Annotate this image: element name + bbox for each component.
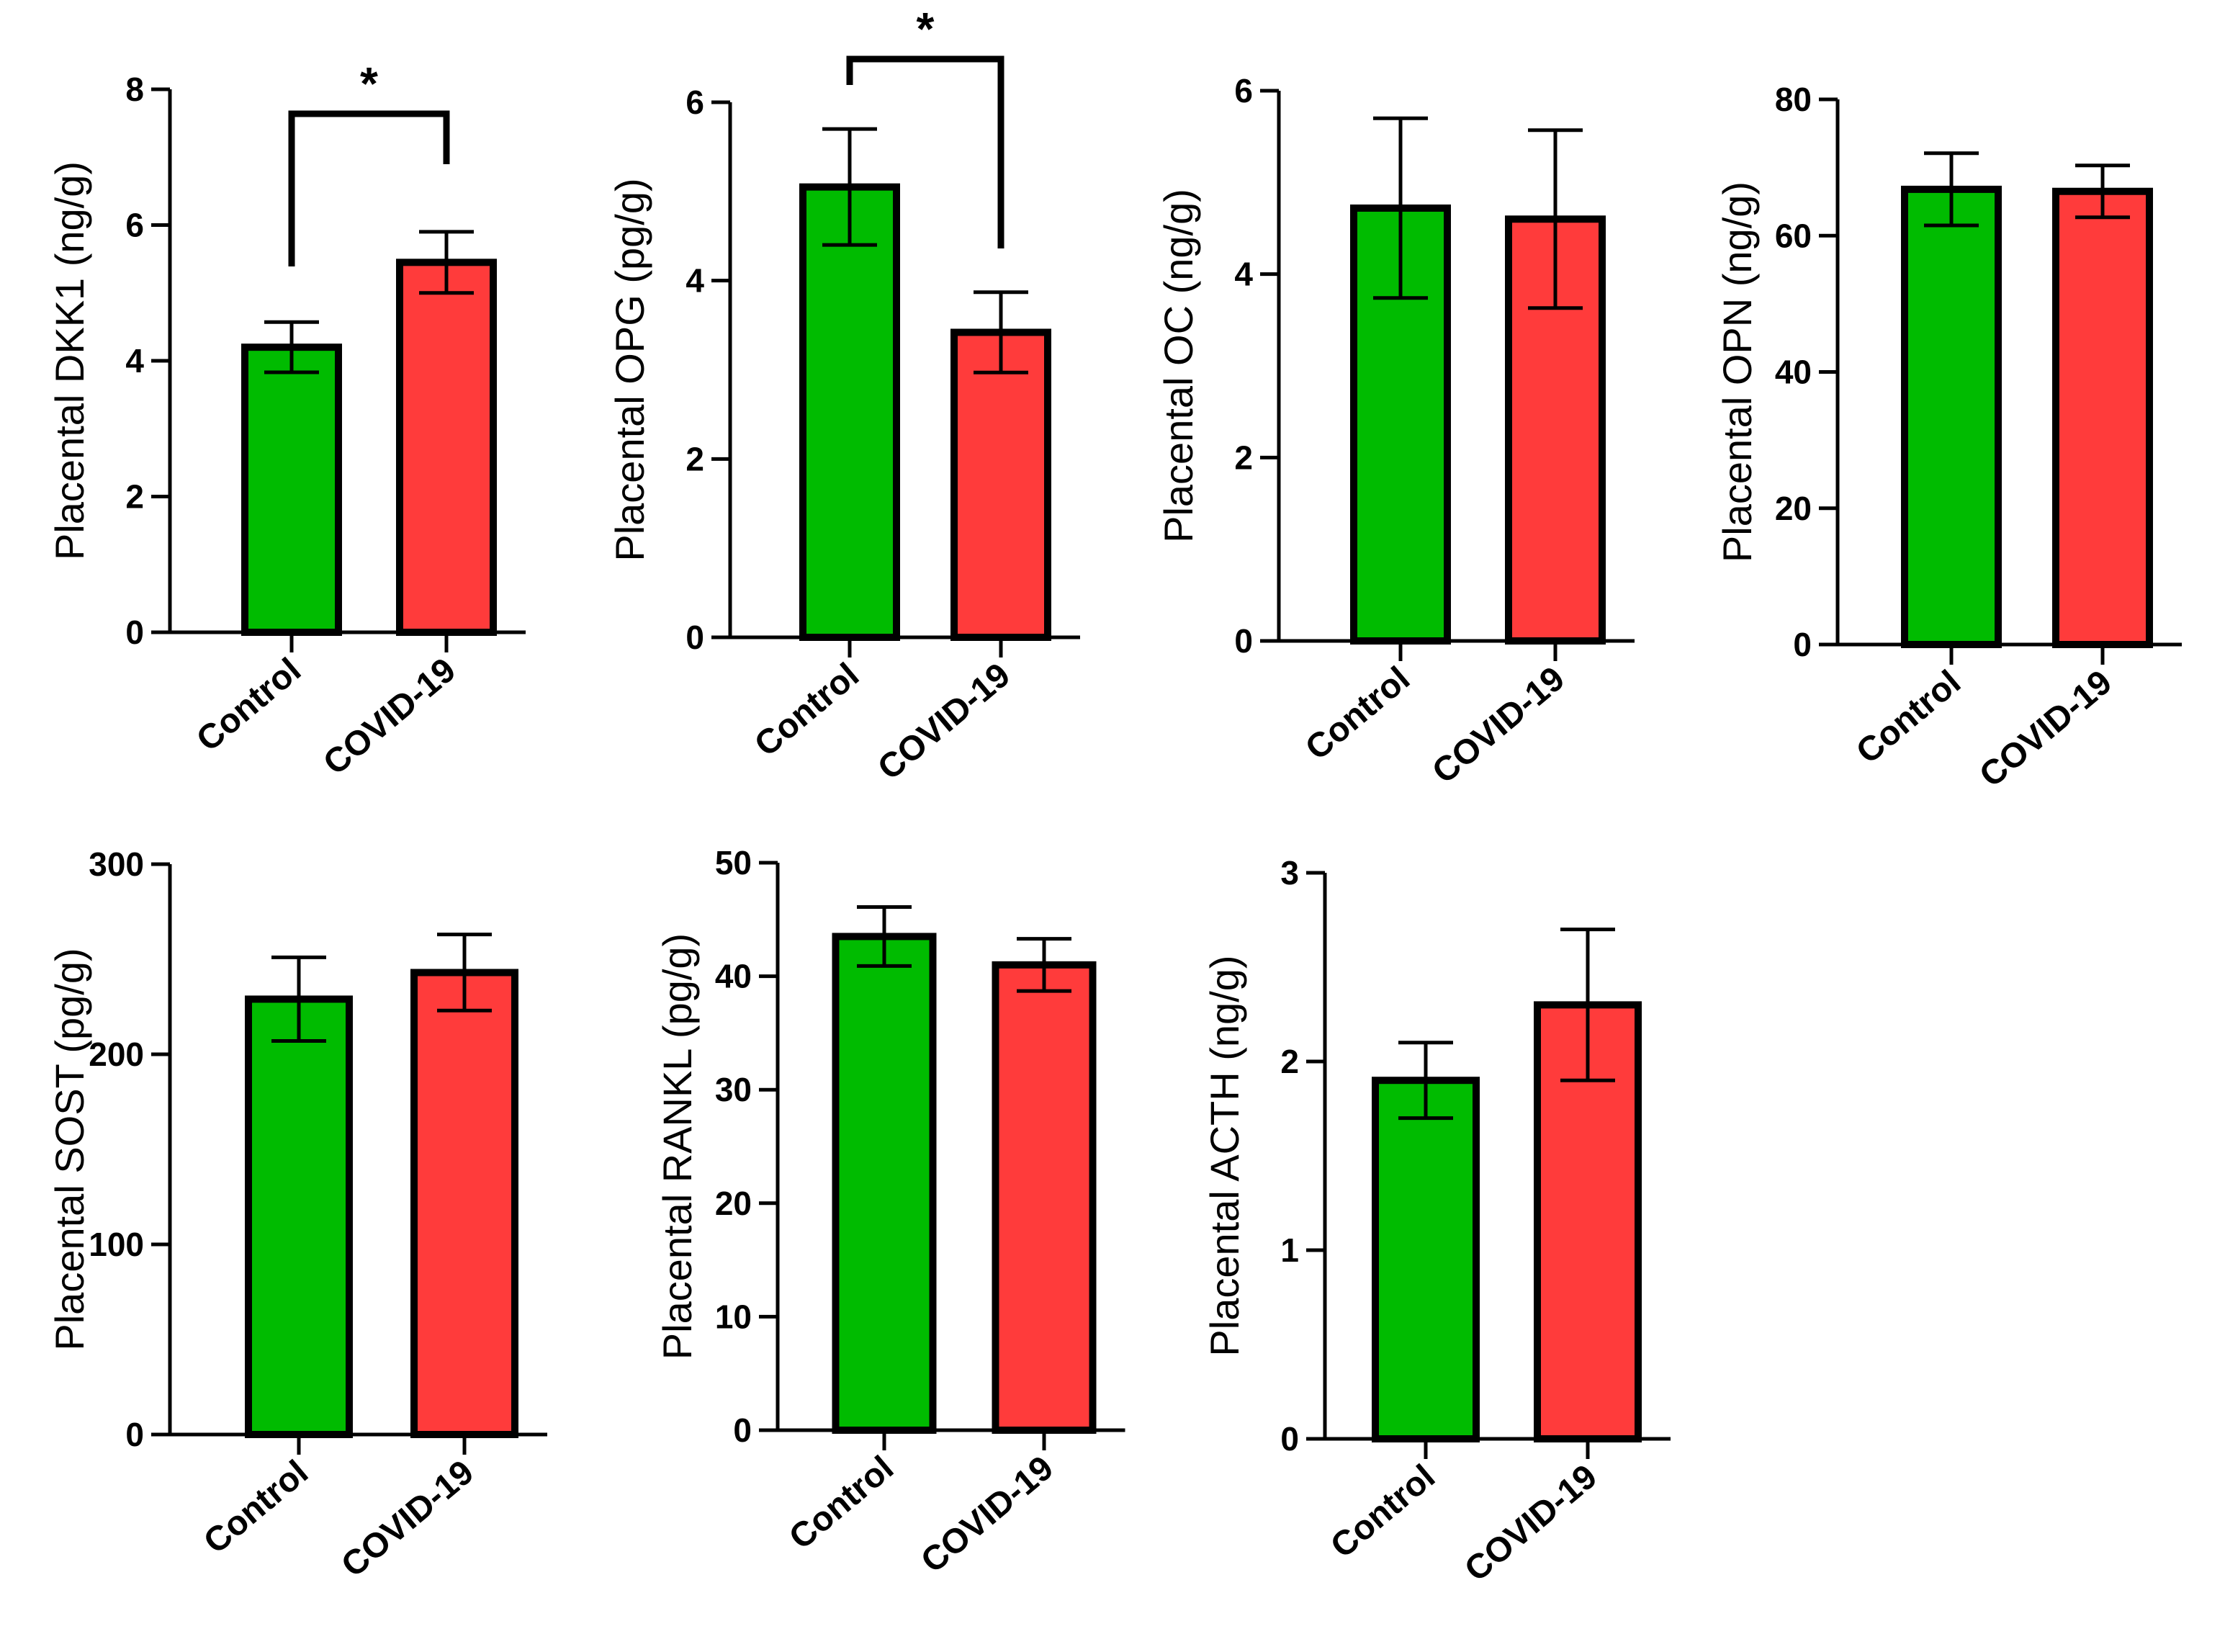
acth-category-label-control: Control — [1323, 1458, 1442, 1566]
opn-y-tick-label: 0 — [1793, 626, 1812, 663]
opn-error-bar-control — [1924, 151, 1979, 228]
dkk1-bar-control — [241, 344, 342, 636]
rankl-error-bar-control — [857, 904, 912, 968]
acth-y-tick-label: 2 — [1280, 1043, 1299, 1080]
opg-bar-control — [799, 183, 900, 641]
rankl-bar-control — [832, 933, 937, 1434]
rankl-category-label-covid19: COVID-19 — [914, 1449, 1061, 1581]
opg-bar-covid19 — [950, 328, 1051, 641]
opg-significance-bracket: * — [846, 3, 1004, 248]
opg-significance-label: * — [917, 3, 935, 55]
acth-y-tick-label: 1 — [1280, 1231, 1299, 1269]
opn-bar-control — [1901, 185, 2002, 648]
opn-y-tick-label: 60 — [1775, 217, 1812, 254]
rankl-y-tick-label: 0 — [733, 1411, 752, 1449]
sost-y-tick-label: 300 — [89, 845, 144, 883]
sost-y-tick-label: 200 — [89, 1036, 144, 1073]
oc-y-tick-label: 4 — [1234, 256, 1253, 293]
rankl-y-tick-label: 30 — [715, 1071, 752, 1108]
rankl-y-tick-label: 10 — [715, 1298, 752, 1335]
rankl-y-axis-title: Placental RANKL (pg/g) — [655, 933, 700, 1360]
sost-y-tick-label: 0 — [125, 1416, 144, 1453]
dkk1-bar-covid19 — [396, 259, 497, 636]
oc-error-bar-covid19 — [1528, 128, 1583, 310]
rankl-category-label-control: Control — [782, 1449, 901, 1557]
opn-y-tick-label: 80 — [1775, 81, 1812, 118]
opg-y-tick-label: 4 — [686, 262, 704, 300]
rankl-bar-covid19 — [992, 961, 1097, 1434]
sost-bar-covid19 — [410, 969, 518, 1438]
opg-error-bar-covid19 — [974, 290, 1028, 374]
opg-category-label-control: Control — [747, 656, 866, 764]
acth-error-bar-control — [1398, 1041, 1453, 1121]
sost-bar-control — [245, 995, 353, 1438]
acth-bar-control — [1372, 1077, 1480, 1442]
dkk1-y-axis-title: Placental DKK1 (ng/g) — [47, 161, 92, 560]
dkk1-category-label-control: Control — [189, 651, 308, 759]
opn-category-label-covid19: COVID-19 — [1972, 663, 2119, 795]
oc-y-axis-title: Placental OC (ng/g) — [1156, 189, 1201, 543]
acth-error-bar-covid19 — [1560, 928, 1615, 1082]
chart-oc: 0 2 4 6 Placental OC (ng/g) Control COVID-19 — [1156, 72, 1635, 791]
dkk1-error-bar-control — [264, 320, 319, 374]
chart-rankl: 0 10 20 30 40 50 Placental RANKL (pg/g) Control… — [655, 844, 1125, 1581]
opg-error-bar-control — [822, 127, 877, 247]
opg-y-tick-label: 6 — [686, 84, 704, 121]
dkk1-y-tick-label: 4 — [125, 342, 144, 380]
opn-bar-covid19 — [2052, 187, 2153, 648]
sost-y-tick-label: 100 — [89, 1226, 144, 1263]
opn-category-label-control: Control — [1849, 663, 1968, 771]
opg-category-label-covid19: COVID-19 — [871, 656, 1017, 788]
opn-y-tick-label: 40 — [1775, 354, 1812, 391]
dkk1-y-tick-label: 2 — [125, 478, 144, 516]
oc-error-bar-control — [1373, 116, 1428, 300]
opg-y-tick-label: 0 — [686, 619, 704, 656]
dkk1-y-tick-label: 6 — [125, 207, 144, 244]
dkk1-y-tick-label: 0 — [125, 614, 144, 651]
chart-dkk1: 0 2 4 6 8 Placental DKK1 (ng/g) Control COVID-1… — [47, 58, 526, 783]
oc-bar-covid19 — [1505, 215, 1606, 645]
dkk1-error-bar-covid19 — [419, 230, 474, 295]
sost-y-axis-title: Placental SOST (pg/g) — [47, 948, 92, 1350]
oc-category-label-covid19: COVID-19 — [1425, 660, 1572, 791]
acth-category-label-covid19: COVID-19 — [1457, 1458, 1604, 1589]
chart-opg: 0 2 4 6 Placental OPG (pg/g) Control COVID-19 * — [607, 3, 1080, 788]
opn-error-bar-covid19 — [2075, 163, 2130, 220]
chart-acth: 0 1 2 3 Placental ACTH (ng/g) Control COVID-19 — [1202, 854, 1671, 1589]
dkk1-y-tick-label: 8 — [125, 71, 144, 108]
rankl-error-bar-covid19 — [1017, 937, 1071, 993]
opg-y-axis-title: Placental OPG (pg/g) — [607, 178, 652, 561]
dkk1-significance-bracket: * — [288, 58, 450, 266]
dkk1-significance-label: * — [360, 58, 378, 109]
oc-y-tick-label: 2 — [1234, 439, 1253, 476]
oc-y-tick-label: 0 — [1234, 622, 1253, 660]
sost-category-label-covid19: COVID-19 — [334, 1453, 481, 1585]
oc-y-tick-label: 6 — [1234, 72, 1253, 109]
acth-y-tick-label: 0 — [1280, 1420, 1299, 1458]
sost-error-bar-control — [271, 955, 326, 1043]
sost-category-label-control: Control — [197, 1453, 315, 1561]
sost-error-bar-covid19 — [437, 933, 492, 1013]
opn-y-axis-title: Placental OPN (ng/g) — [1714, 181, 1760, 562]
oc-category-label-control: Control — [1298, 660, 1417, 768]
acth-y-tick-label: 3 — [1280, 854, 1299, 892]
rankl-y-tick-label: 20 — [715, 1185, 752, 1222]
acth-y-axis-title: Placental ACTH (ng/g) — [1202, 955, 1247, 1356]
opg-y-tick-label: 2 — [686, 440, 704, 477]
rankl-y-tick-label: 50 — [715, 844, 752, 881]
opn-y-tick-label: 20 — [1775, 490, 1812, 527]
dkk1-category-label-covid19: COVID-19 — [316, 651, 463, 783]
chart-opn: 0 20 40 60 80 Placental OPN (ng/g) Control COVI… — [1714, 81, 2182, 795]
chart-sost: 0 100 200 300 Placental SOST (pg/g) Control CO… — [47, 845, 547, 1585]
rankl-y-tick-label: 40 — [715, 958, 752, 995]
